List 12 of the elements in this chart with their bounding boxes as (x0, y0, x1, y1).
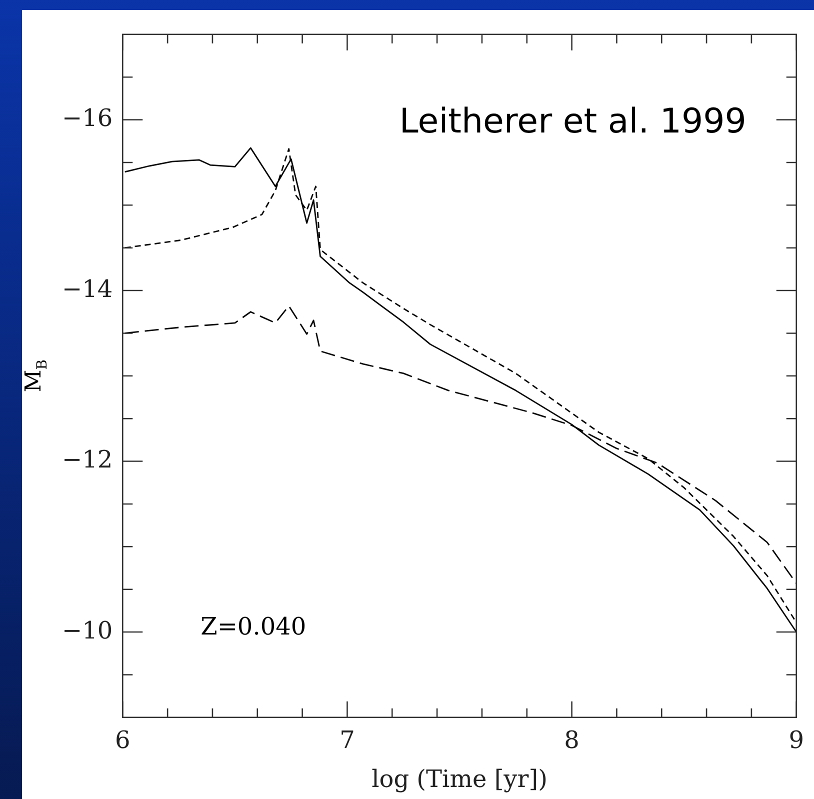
annotation: Leitherer et al. 1999 (399, 101, 746, 142)
annotation: Z=0.040 (200, 612, 306, 640)
x-tick-label: 8 (564, 726, 580, 754)
y-tick-label: −14 (62, 274, 113, 303)
x-tick-label: 7 (340, 726, 355, 754)
x-axis-title: log (Time [yr]) (372, 764, 548, 793)
y-tick-label: −12 (62, 446, 113, 474)
y-tick-label: −16 (62, 104, 113, 132)
y-tick-label: −10 (62, 616, 113, 644)
y-axis-title: MB (22, 359, 51, 392)
x-tick-label: 6 (115, 726, 130, 754)
x-tick-label: 9 (788, 726, 804, 754)
